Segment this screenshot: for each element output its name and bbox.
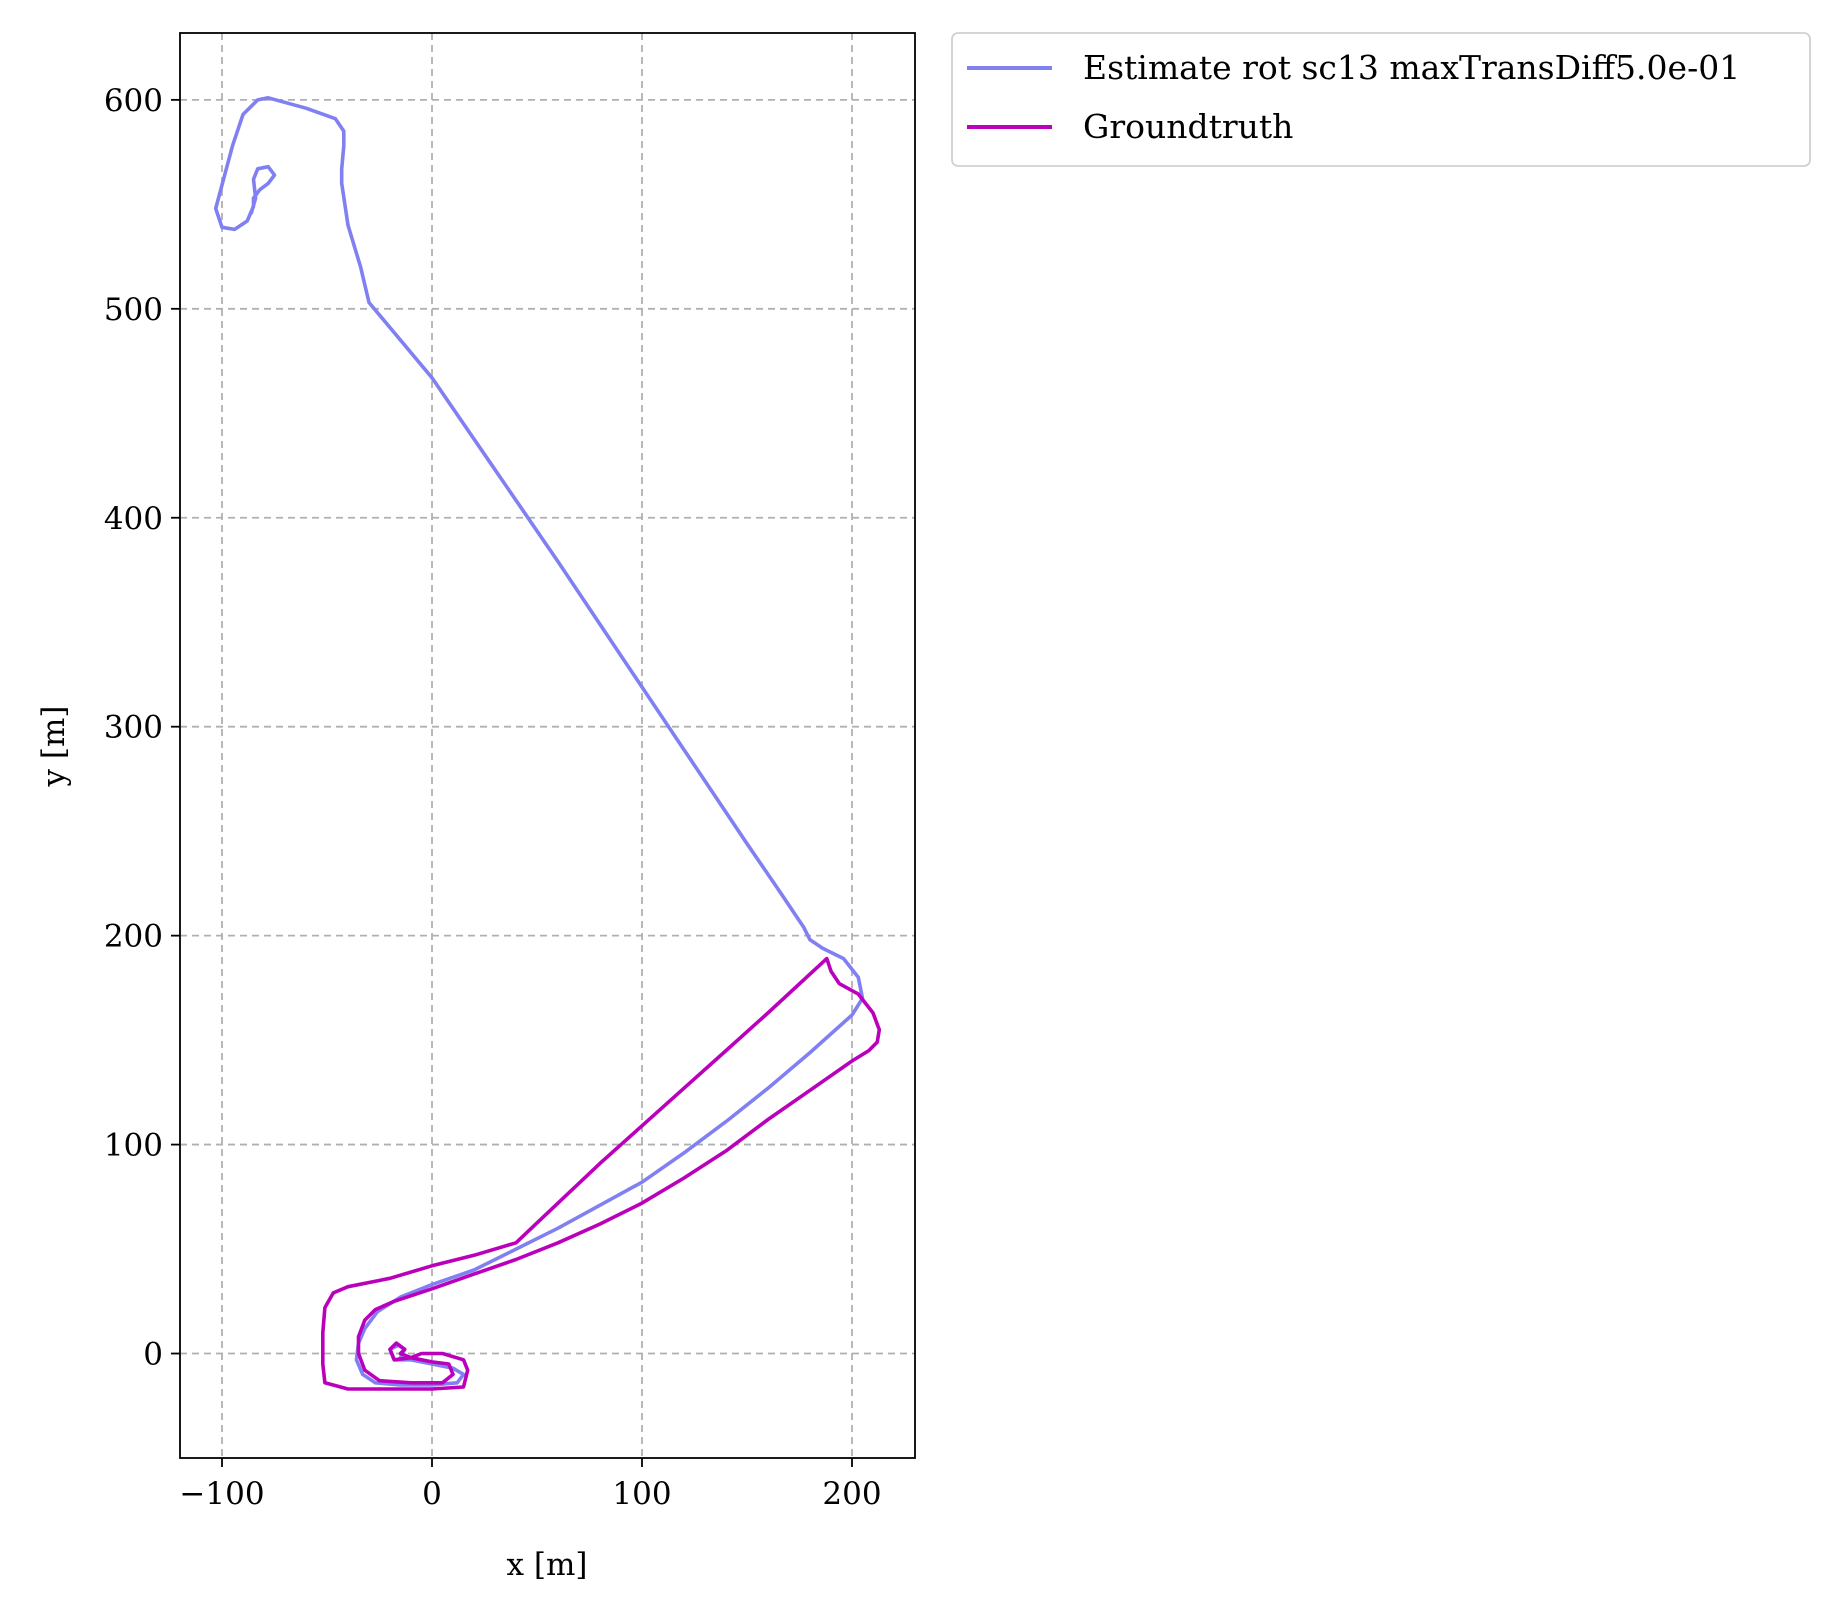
- y-tick-label: 100: [104, 1128, 163, 1164]
- y-tick-label: 0: [143, 1337, 163, 1373]
- legend: Estimate rot sc13 maxTransDiff5.0e-01 Gr…: [951, 32, 1811, 167]
- x-tick-label: 0: [422, 1476, 442, 1512]
- series-line-estimate: [213, 96, 865, 1387]
- x-tick-label: 100: [612, 1476, 671, 1512]
- y-axis-label: y [m]: [36, 706, 72, 788]
- legend-box: [951, 32, 1811, 167]
- y-tick-label: 600: [104, 83, 163, 119]
- grid: [180, 33, 915, 1458]
- y-axis: 0 100 200 300 400 500 600: [104, 83, 180, 1373]
- y-tick-label: 200: [104, 919, 163, 955]
- y-tick-label: 500: [104, 292, 163, 328]
- legend-label-estimate: Estimate rot sc13 maxTransDiff5.0e-01: [1083, 48, 1740, 87]
- series-line-groundtruth: [320, 956, 882, 1391]
- plot-frame: [179, 32, 916, 1459]
- x-axis: −100 0 100 200: [179, 1458, 882, 1512]
- series-layer: [213, 96, 882, 1391]
- y-tick-label: 300: [104, 710, 163, 746]
- y-tick-label: 400: [104, 501, 163, 537]
- legend-label-groundtruth: Groundtruth: [1083, 107, 1293, 146]
- x-tick-label: 200: [822, 1476, 881, 1512]
- x-tick-label: −100: [179, 1476, 264, 1512]
- x-axis-label: x [m]: [507, 1547, 588, 1583]
